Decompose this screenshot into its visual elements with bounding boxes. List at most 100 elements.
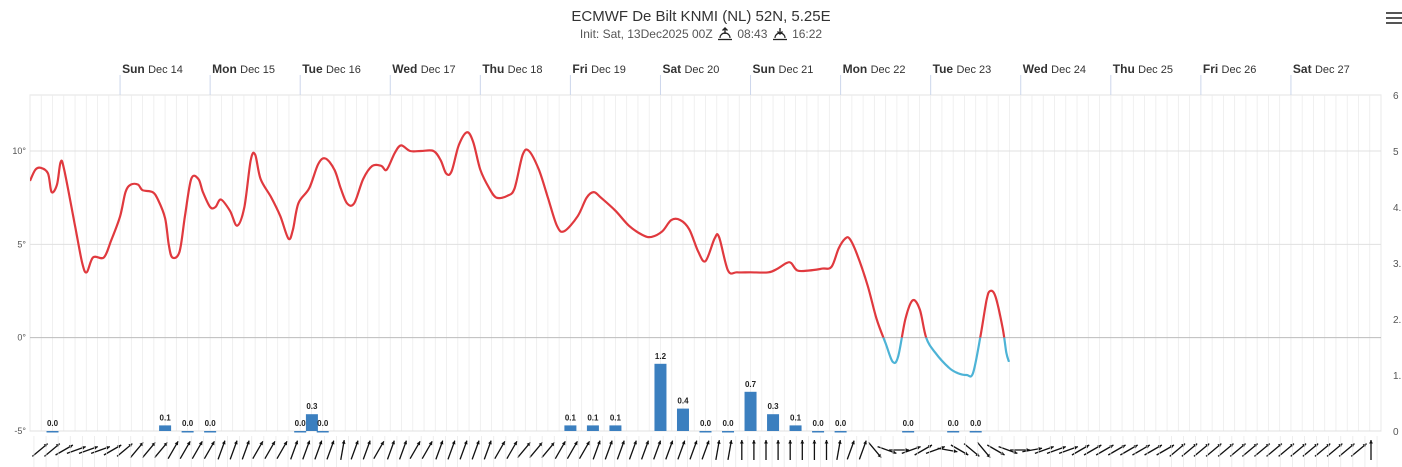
precip-bar	[789, 425, 802, 431]
precip-bar	[316, 431, 329, 433]
wind-head	[246, 440, 250, 445]
precip-label: 0.3	[306, 402, 318, 411]
wind-arrow	[677, 440, 686, 460]
precip-bar	[722, 431, 735, 433]
wind-arrow	[494, 441, 506, 459]
wind-head	[1217, 443, 1222, 448]
y-tick-label-right: 5	[1393, 147, 1399, 158]
wind-arrow	[264, 441, 276, 459]
minor-gridlines	[29, 95, 1382, 431]
wind-head	[1314, 443, 1319, 448]
wind-head	[739, 440, 744, 444]
wind-arrow	[421, 441, 433, 459]
wind-arrow	[640, 440, 650, 460]
wind-head	[837, 440, 842, 444]
y-tick-label-left: 10°	[12, 146, 26, 156]
precip-label: 0.0	[970, 419, 982, 428]
wind-head	[645, 440, 650, 445]
wind-head	[294, 440, 299, 445]
wind-head	[318, 440, 323, 445]
y-tick-label-left: 0°	[17, 333, 26, 343]
precip-bar	[969, 431, 982, 433]
chart-subtitle: Init: Sat, 13Dec2025 00Z 08:43 16:22	[0, 27, 1402, 41]
precip-label: 0.0	[295, 419, 307, 428]
wind-head	[283, 441, 287, 446]
wind-arrow	[517, 441, 531, 459]
wind-arrow	[1169, 443, 1186, 457]
precip-bar	[654, 363, 667, 431]
day-label: Tue Dec 16	[302, 62, 361, 76]
wind-head	[916, 445, 921, 450]
precip-bar	[812, 431, 825, 433]
wind-arrow	[1022, 446, 1043, 453]
wind-arrow	[203, 441, 215, 459]
precip-bar	[834, 431, 847, 433]
wind-arrow	[616, 440, 625, 460]
wind-head	[1038, 446, 1043, 451]
wind-head	[416, 441, 421, 446]
precip-label: 0.1	[160, 413, 172, 422]
wind-head	[198, 441, 203, 446]
wind-head	[391, 440, 395, 445]
wind-arrow	[1181, 443, 1198, 457]
wind-head	[1302, 443, 1307, 448]
day-label: Thu Dec 18	[482, 62, 542, 76]
wind-arrow	[471, 440, 480, 460]
wind-arrow	[1350, 443, 1367, 457]
wind-arrow	[31, 443, 49, 457]
wind-head	[501, 441, 505, 446]
precip-bar	[181, 431, 194, 433]
wind-arrow	[129, 441, 144, 459]
wind-head	[526, 442, 531, 447]
wind-arrow	[1266, 443, 1283, 457]
day-label: Wed Dec 17	[392, 62, 455, 76]
wind-arrow	[252, 441, 264, 459]
wind-head	[905, 448, 910, 452]
wind-head	[1000, 451, 1005, 455]
wind-head	[139, 442, 144, 447]
wind-arrow	[653, 440, 662, 460]
wind-arrow	[751, 440, 756, 460]
wind-arrow	[1278, 443, 1295, 457]
day-label: Fri Dec 19	[572, 62, 626, 76]
wind-head	[975, 452, 980, 457]
y-tick-label-left: -5°	[14, 426, 26, 436]
sunset-icon	[772, 28, 787, 41]
wind-head	[1241, 443, 1246, 448]
wind-head	[463, 440, 468, 445]
wind-arrow	[1369, 440, 1373, 460]
precip-bar	[159, 425, 172, 431]
day-label: Sat Dec 20	[662, 62, 719, 76]
wind-head	[163, 442, 168, 447]
wind-arrows	[31, 436, 1378, 467]
wind-arrow	[554, 441, 566, 459]
wind-arrow	[90, 445, 111, 455]
wind-arrow	[727, 440, 733, 460]
wind-arrow	[167, 441, 179, 459]
precip-label: 0.1	[587, 413, 599, 422]
wind-head	[330, 440, 335, 445]
wind-head	[669, 440, 674, 445]
wind-head	[964, 451, 969, 455]
wind-head	[1369, 440, 1373, 444]
wind-arrow	[1205, 443, 1222, 457]
wind-head	[597, 440, 601, 445]
wind-head	[476, 440, 480, 445]
wind-arrow	[566, 441, 578, 459]
precip-label: 0.0	[835, 419, 847, 428]
hamburger-menu-icon[interactable]	[1386, 12, 1402, 26]
day-label: Sun Dec 14	[122, 62, 183, 76]
wind-arrow	[44, 443, 61, 457]
precip-label: 0.1	[565, 413, 577, 422]
wind-head	[728, 440, 733, 444]
wind-head	[1229, 443, 1234, 448]
wind-head	[764, 440, 768, 444]
wind-head	[93, 445, 98, 450]
wind-head	[1133, 445, 1138, 449]
wind-head	[210, 441, 215, 446]
wind-head	[550, 442, 555, 447]
wind-head	[561, 441, 566, 446]
wind-arrow	[409, 441, 421, 459]
wind-head	[609, 440, 613, 445]
wind-head	[1205, 443, 1210, 448]
